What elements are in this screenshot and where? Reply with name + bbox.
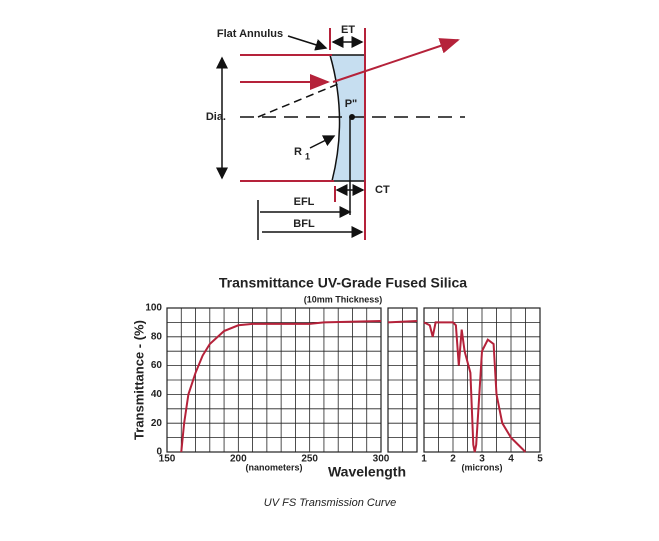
plot-frame — [423, 307, 541, 453]
plot-frame — [387, 307, 418, 453]
label: P" — [345, 98, 358, 110]
x-tick-label: 200 — [230, 454, 247, 465]
x-tick-label: 150 — [159, 454, 176, 465]
lens-diagram: Flat Annulus ET Dia. P" R 1 CT EFL BFL — [206, 24, 465, 240]
y-tick-label: 80 — [151, 331, 163, 342]
chart: 0 20 40 60 80 100 150 200 250 300 (nanometers) 1 2 3 4… — [145, 303, 543, 473]
x-tick-label: 3 — [479, 454, 485, 465]
y-tick-label: 60 — [151, 360, 163, 371]
x-axis-label: Wavelength — [328, 464, 406, 480]
y-tick-label: 0 — [156, 447, 162, 458]
unit-label: (microns) — [461, 462, 502, 472]
caption: UV FS Transmission Curve — [264, 497, 396, 509]
plot-frame — [166, 307, 382, 453]
chart-title: Transmittance UV-Grade Fused Silica — [219, 275, 467, 291]
label: R — [294, 146, 302, 158]
unit-label: (nanometers) — [245, 462, 302, 472]
label: ET — [341, 24, 355, 36]
label: Flat Annulus — [217, 28, 283, 40]
x-tick-label: 2 — [450, 454, 456, 465]
chart-subtitle: (10mm Thickness) — [304, 294, 383, 304]
label: BFL — [293, 218, 315, 230]
y-tick-label: 20 — [151, 418, 163, 429]
transmission-line — [423, 321, 527, 453]
y-tick-label: 100 — [145, 303, 162, 314]
transmission-line — [180, 319, 382, 453]
y-tick-label: 40 — [151, 389, 163, 400]
transmission-line — [387, 319, 418, 324]
x-tick-label: 300 — [373, 454, 390, 465]
y-axis-label: Transmittance - (%) — [131, 320, 146, 440]
x-tick-label: 5 — [537, 454, 543, 465]
label: Dia. — [206, 111, 226, 123]
label: EFL — [294, 196, 315, 208]
label: CT — [375, 184, 390, 196]
x-tick-label: 250 — [301, 454, 318, 465]
x-tick-label: 1 — [421, 454, 427, 465]
x-tick-label: 4 — [508, 454, 514, 465]
label: 1 — [305, 151, 310, 161]
